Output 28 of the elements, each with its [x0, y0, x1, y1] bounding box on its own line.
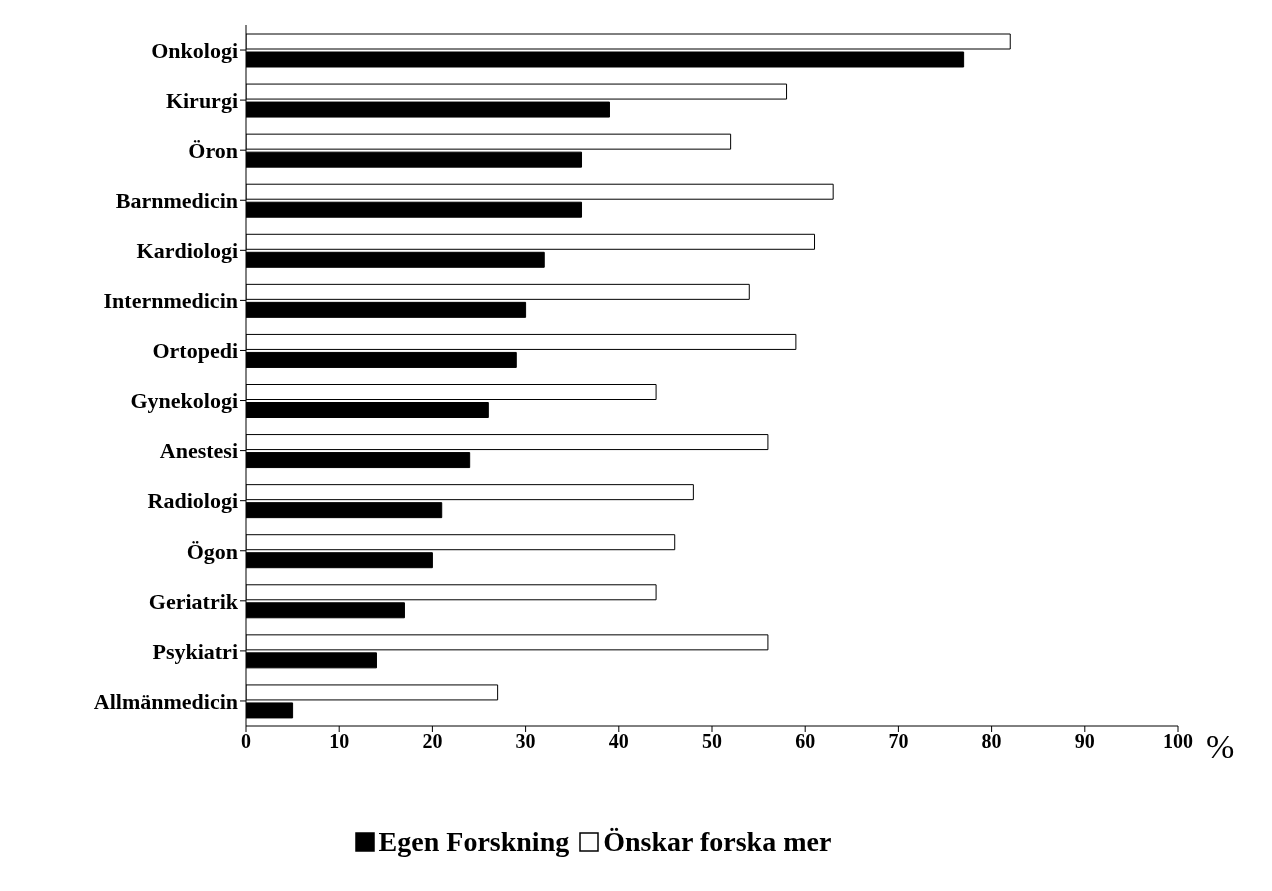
- y-tick-label: Psykiatri: [152, 638, 238, 664]
- x-tick-label: 90: [1074, 730, 1095, 753]
- y-tick-label: Kirurgi: [165, 87, 238, 113]
- x-tick-label: 50: [702, 730, 722, 753]
- y-tick-label: Ortopedi: [152, 338, 238, 364]
- x-tick-label: 40: [608, 730, 629, 753]
- y-tick-label: Radiologi: [147, 488, 238, 514]
- y-tick-label: Geriatrik: [148, 588, 239, 614]
- x-tick-label: 100: [1163, 730, 1193, 753]
- y-tick-label: Allmänmedicin: [93, 688, 238, 714]
- y-tick-label: Barnmedicin: [115, 188, 238, 214]
- x-tick-label: 10: [329, 730, 350, 753]
- legend-label: Egen Forskning: [378, 826, 570, 858]
- x-axis-title: %: [1206, 728, 1235, 766]
- y-tick-label: Kardiologi: [136, 238, 238, 264]
- x-tick-label: 70: [888, 730, 909, 753]
- y-tick-label: Gynekologi: [130, 388, 238, 414]
- x-tick-label: 30: [515, 730, 536, 753]
- y-tick-label: Onkologi: [151, 37, 238, 63]
- x-tick-label: 0: [241, 730, 251, 753]
- y-tick-label: Anestesi: [159, 438, 238, 464]
- y-tick-label: Ögon: [186, 538, 238, 564]
- x-tick-label: 60: [795, 730, 816, 753]
- x-tick-label: 20: [422, 730, 443, 753]
- y-tick-label: Öron: [188, 137, 238, 163]
- legend-label: Önskar forska mer: [603, 826, 832, 858]
- y-tick-label: Internmedicin: [103, 288, 238, 314]
- x-tick-label: 80: [981, 730, 1002, 753]
